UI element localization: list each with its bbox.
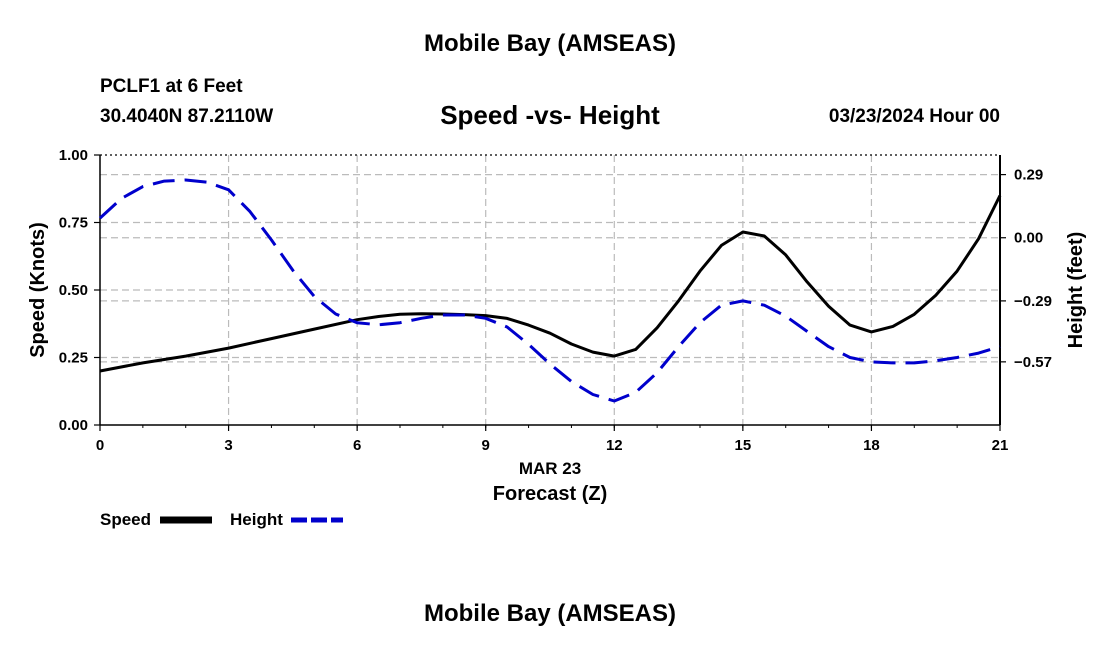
y-right-tick-label: 0.00 [1014,230,1043,247]
axes-layer [94,154,1006,431]
y-left-tick-label: 0.00 [59,417,88,434]
y-right-tick-label: −0.57 [1014,354,1052,371]
x-tick-label: 18 [863,437,880,454]
x-tick-label: 15 [735,437,752,454]
x-tick-label: 12 [606,437,623,454]
chart-subtitle: Speed -vs- Height [440,100,660,130]
x-axis-title: Forecast (Z) [493,483,607,505]
y-right-tick-label: 0.29 [1014,167,1043,184]
series-line-height [98,178,1001,403]
legend-label-height: Height [230,510,283,529]
labels-layer: 0 3 6 9 12 15 18 21 0.00 0.25 0.50 0.75 1.00 0.29 0.00… [27,147,1087,505]
legend: Speed Height [100,510,343,529]
y-left-axis-title: Speed (Knots) [27,222,49,358]
station-label: PCLF1 at 6 Feet [100,76,243,97]
chart-main-title: Mobile Bay (AMSEAS) [423,30,677,57]
x-axis-date-label: MAR 23 [519,459,581,478]
x-tick-label: 3 [224,437,232,454]
series-layer [98,178,1002,403]
y-left-tick-label: 0.25 [59,350,88,367]
y-left-tick-label: 0.50 [59,282,88,299]
x-tick-label: 6 [353,437,361,454]
x-tick-label: 21 [992,437,1009,454]
forecast-datetime: 03/23/2024 Hour 00 [828,106,1000,127]
legend-label-speed: Speed [100,510,151,529]
series-line-speed [99,194,1002,373]
x-tick-label: 9 [482,437,490,454]
coordinates-label: 30.4040N 87.2110W [100,106,274,127]
y-right-axis-title: Height (feet) [1065,232,1087,349]
chart-main-title-repeat: Mobile Bay (AMSEAS) [423,600,677,627]
x-tick-label: 0 [96,437,104,454]
y-left-tick-label: 0.75 [59,215,88,232]
y-left-tick-label: 1.00 [59,147,88,164]
y-right-tick-label: −0.29 [1014,293,1052,310]
